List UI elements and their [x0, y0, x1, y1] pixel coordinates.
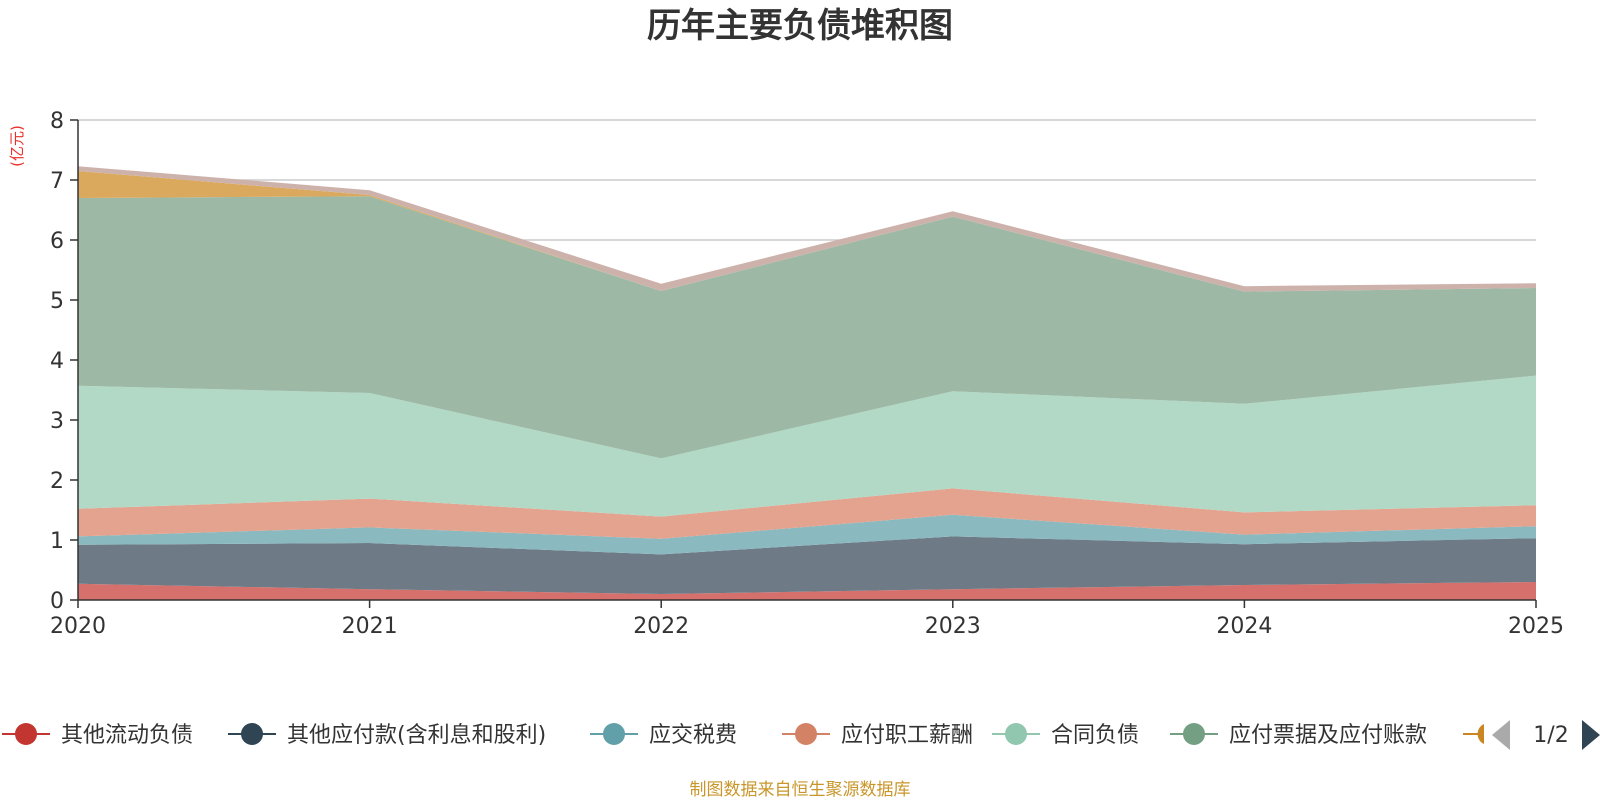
legend-marker-3 — [795, 723, 817, 745]
y-tick-label-3: 3 — [50, 409, 64, 434]
legend-label-1: 其他应付款(含利息和股利) — [287, 723, 546, 748]
area-series-0 — [78, 582, 1536, 600]
x-tick-label-2020: 2020 — [50, 614, 106, 639]
legend-label-0: 其他流动负债 — [61, 723, 193, 748]
legend-marker-4 — [1005, 723, 1027, 745]
y-tick-label-8: 8 — [50, 109, 64, 134]
area-series-1 — [78, 536, 1536, 594]
chart-title: 历年主要负债堆积图 — [647, 6, 953, 46]
area-series-5 — [78, 196, 1536, 459]
legend-marker-2 — [603, 723, 625, 745]
legend-label-5: 应付票据及应付账款 — [1229, 723, 1427, 748]
legend-prev-page-icon — [1492, 720, 1510, 750]
data-source-note: 制图数据来自恒生聚源数据库 — [690, 780, 911, 800]
y-tick-label-2: 2 — [50, 469, 64, 494]
x-tick-label-2025: 2025 — [1508, 614, 1564, 639]
legend-marker-1 — [241, 723, 263, 745]
y-tick-label-4: 4 — [50, 349, 64, 374]
legend-label-3: 应付职工薪酬 — [841, 723, 973, 748]
area-series-2 — [78, 514, 1536, 555]
area-series-3 — [78, 488, 1536, 539]
y-axis-unit-label: (亿元) — [8, 125, 26, 167]
y-tick-label-7: 7 — [50, 169, 64, 194]
x-tick-label-2023: 2023 — [925, 614, 981, 639]
area-series-7 — [78, 166, 1536, 292]
y-tick-label-0: 0 — [50, 589, 64, 614]
legend-next-page-icon — [1582, 720, 1600, 750]
x-tick-label-2024: 2024 — [1216, 614, 1272, 639]
x-tick-label-2021: 2021 — [342, 614, 398, 639]
legend-marker-0 — [15, 723, 37, 745]
legend-marker-5 — [1183, 723, 1205, 745]
axes: 0 1 2 3 4 5 6 7 8 2020 2021 2022 2023 2024 2025 — [50, 109, 1564, 639]
y-tick-label-1: 1 — [50, 529, 64, 554]
y-tick-label-6: 6 — [50, 229, 64, 254]
y-tick-label-5: 5 — [50, 289, 64, 314]
x-tick-label-2022: 2022 — [633, 614, 689, 639]
area-series-layer — [78, 166, 1536, 600]
legend: 其他流动负债 其他应付款(含利息和股利) 应交税费 应付职工薪酬 合同负债 应付票据及应付… — [2, 720, 1600, 750]
legend-marker-partial — [1477, 724, 1484, 744]
legend-page-indicator: 1/2 — [1533, 723, 1568, 748]
area-series-4 — [78, 375, 1536, 517]
area-series-6 — [78, 171, 1536, 292]
legend-label-2: 应交税费 — [649, 723, 737, 748]
legend-label-4: 合同负债 — [1051, 723, 1139, 748]
